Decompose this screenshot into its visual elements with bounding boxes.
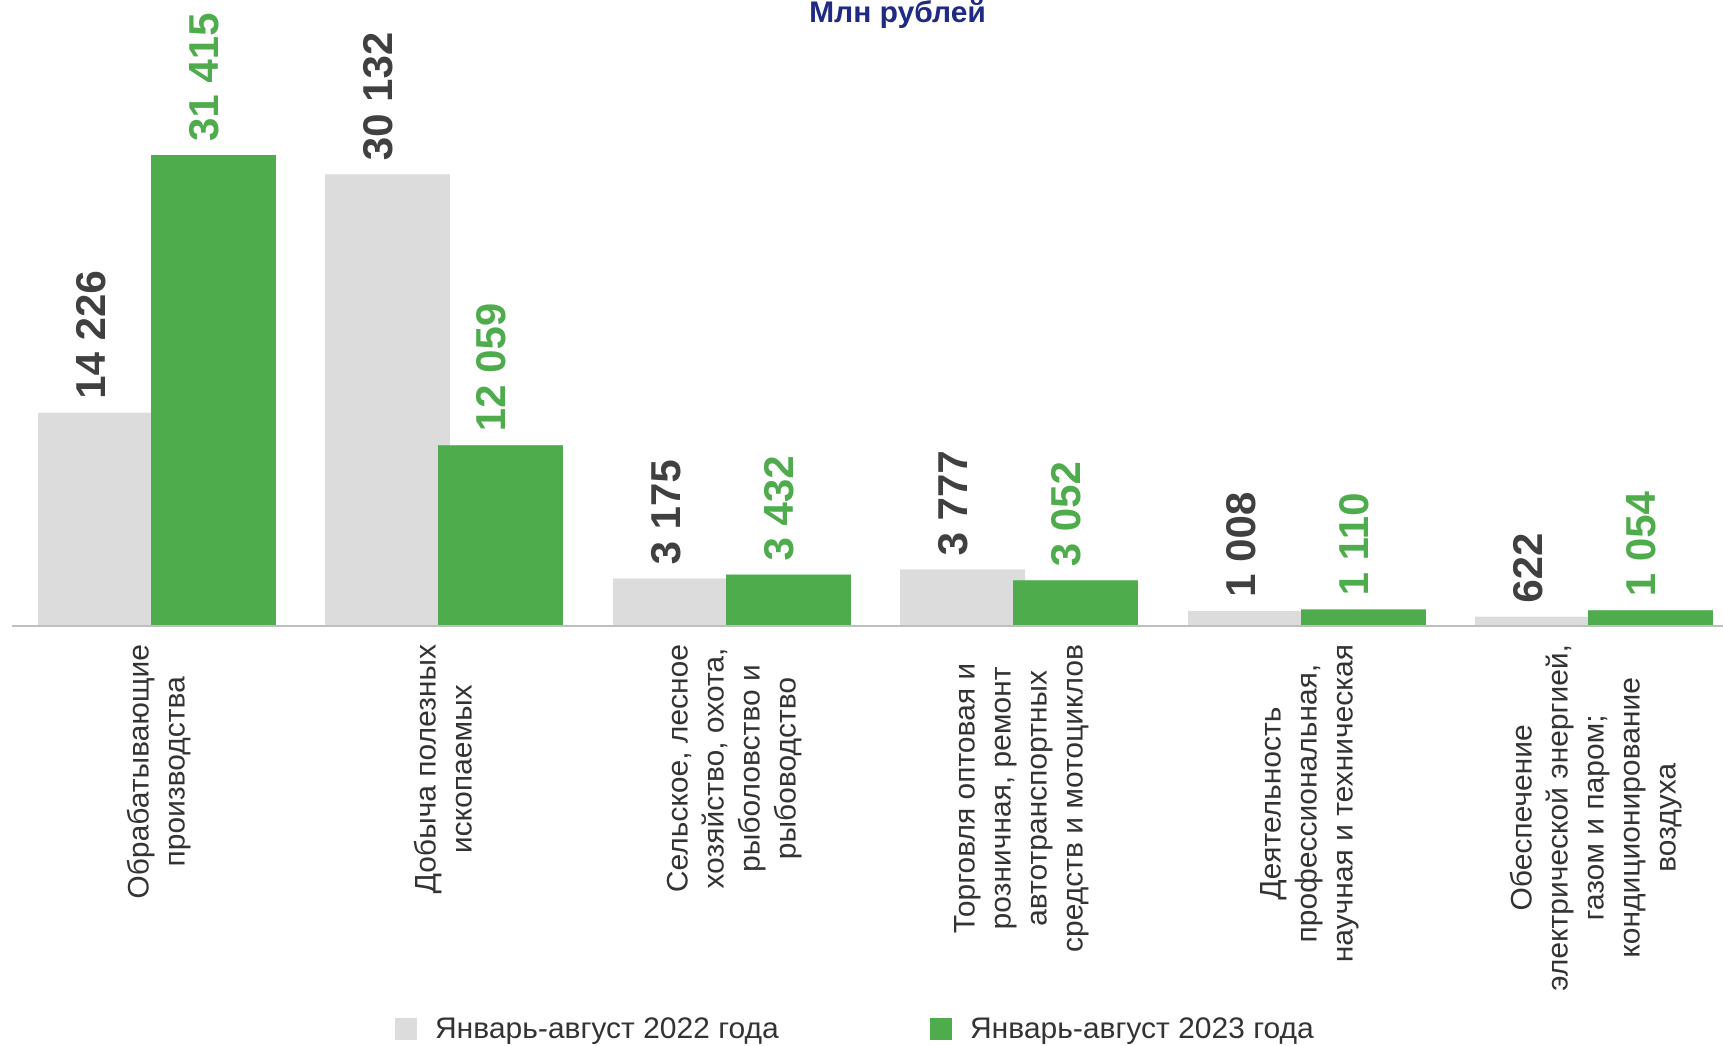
- legend-label-2022: Январь-август 2022 года: [435, 1012, 779, 1045]
- category-label-line: ископаемых: [446, 684, 479, 853]
- data-label-2023-3: 3 052: [1042, 461, 1089, 566]
- category-label-line: Сельское, лесное: [662, 644, 695, 892]
- data-label-2022-5: 622: [1504, 533, 1551, 603]
- category-label-line: Торговля оптовая и: [949, 663, 982, 933]
- bar-2022-5: [1475, 616, 1600, 626]
- data-label-2022-2: 3 175: [642, 459, 689, 564]
- category-label-3: Торговля оптовая и розничная, ремонт автот…: [949, 644, 1090, 952]
- bar-2023-2: [726, 574, 851, 626]
- bar-2022-1: [325, 174, 450, 626]
- category-label-line: автотранспортных: [1021, 670, 1054, 926]
- category-label-5: Обеспечение электрической энергией, газом …: [1506, 644, 1683, 991]
- bar-2022-3: [900, 569, 1025, 626]
- category-label-0: Обрабатывающие производства: [123, 644, 192, 899]
- category-label-line: средств и мотоциклов: [1057, 644, 1090, 952]
- bar-2022-0: [38, 412, 163, 626]
- data-label-2022-0: 14 226: [67, 270, 114, 398]
- data-label-2022-4: 1 008: [1217, 492, 1264, 597]
- legend-swatch-2023: [930, 1018, 952, 1040]
- bar-2022-4: [1188, 610, 1313, 626]
- category-label-2: Сельское, лесное хозяйство, охота, рыболов…: [662, 644, 803, 892]
- bar-2023-3: [1013, 580, 1138, 626]
- legend-item-2023: Январь-август 2023 года: [930, 1012, 1314, 1046]
- data-label-2022-1: 30 132: [354, 32, 401, 160]
- bar-chart: 14 226 30 132 3 175 3 777 1 008 622 31 415 12 0…: [12, 13, 1723, 991]
- data-label-2023-2: 3 432: [755, 455, 802, 560]
- bar-2023-4: [1301, 609, 1426, 626]
- category-label-line: рыболовство и: [734, 664, 767, 872]
- category-label-4: Деятельность профессиональная, научная и т…: [1255, 644, 1360, 962]
- legend: Январь-август 2022 года Январь-август 20…: [0, 1012, 1723, 1045]
- bar-2023-0: [151, 155, 276, 626]
- chart-title: Млн рублей: [809, 0, 986, 29]
- category-label-1: Добыча полезных ископаемых: [410, 644, 479, 893]
- legend-label-2023: Январь-август 2023 года: [970, 1012, 1314, 1045]
- bar-2022-2: [613, 578, 738, 626]
- data-label-2023-0: 31 415: [180, 13, 227, 141]
- bar-2023-5: [1588, 610, 1713, 626]
- data-label-2023-4: 1 110: [1330, 493, 1377, 596]
- category-label-line: хозяйство, охота,: [698, 648, 731, 889]
- category-label-line: Обрабатывающие: [123, 644, 156, 899]
- data-label-2023-1: 12 059: [467, 303, 514, 431]
- category-label-line: научная и техническая: [1327, 644, 1360, 962]
- category-label-line: рыбоводство: [770, 677, 803, 859]
- category-label-line: Добыча полезных: [410, 644, 443, 893]
- category-label-line: электрической энергией,: [1542, 644, 1575, 991]
- data-label-2023-5: 1 054: [1617, 490, 1664, 596]
- category-label-line: воздуха: [1650, 763, 1683, 872]
- category-label-line: розничная, ремонт: [985, 666, 1018, 929]
- legend-item-2022: Январь-август 2022 года: [395, 1012, 779, 1046]
- category-label-line: производства: [159, 676, 192, 867]
- category-label-line: газом и паром;: [1578, 714, 1611, 920]
- category-label-line: Деятельность: [1255, 707, 1288, 900]
- category-label-line: кондиционирование: [1614, 677, 1647, 958]
- legend-swatch-2022: [395, 1018, 417, 1040]
- bar-2023-1: [438, 445, 563, 626]
- category-label-line: профессиональная,: [1291, 664, 1324, 943]
- data-label-2022-3: 3 777: [929, 450, 976, 555]
- category-label-line: Обеспечение: [1506, 724, 1539, 910]
